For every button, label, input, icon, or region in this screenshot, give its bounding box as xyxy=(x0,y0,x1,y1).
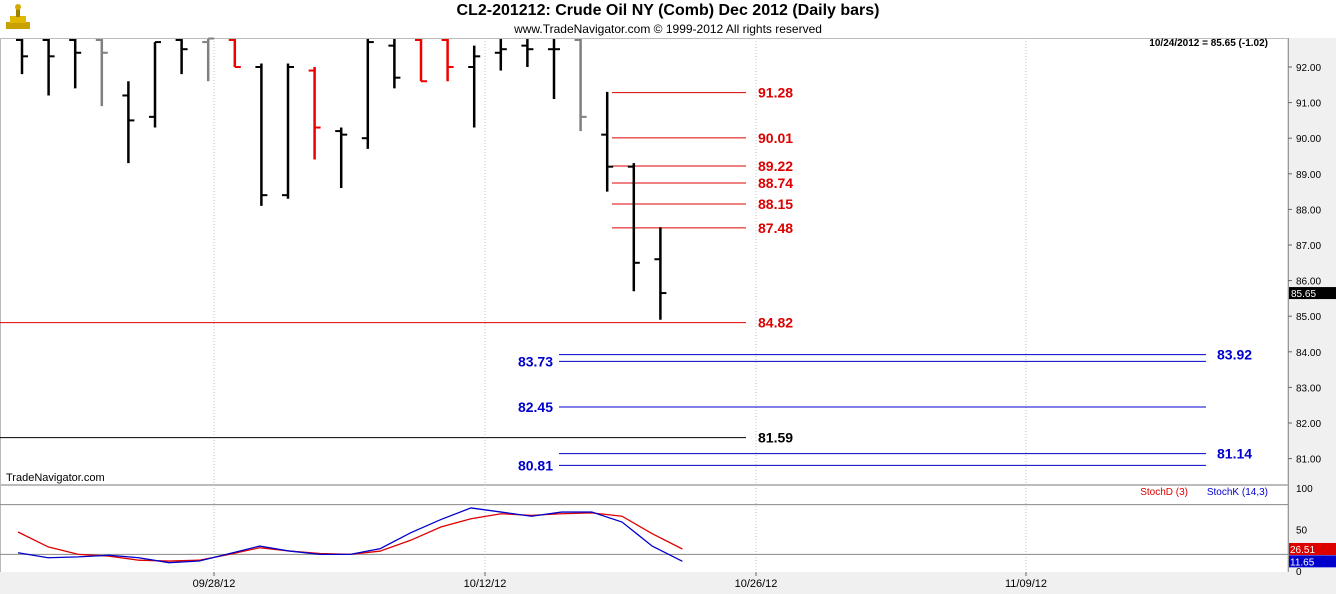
ship-wheel-icon xyxy=(4,2,32,37)
projection-label: 82.45 xyxy=(518,399,553,415)
stoch-y-tick-label: 50 xyxy=(1296,526,1308,537)
y-tick-label: 82.00 xyxy=(1296,419,1321,430)
y-tick-label: 84.00 xyxy=(1296,348,1321,359)
y-tick-label: 89.00 xyxy=(1296,170,1321,181)
level-label: 88.15 xyxy=(758,196,793,212)
price-panel xyxy=(0,38,1289,485)
projection-label: 80.81 xyxy=(518,457,553,473)
x-tick-label: 10/26/12 xyxy=(735,578,778,590)
current-price-label: 85.65 xyxy=(1291,289,1316,300)
level-label: 91.28 xyxy=(758,85,793,101)
chart-title: CL2-201212: Crude Oil NY (Comb) Dec 2012… xyxy=(456,2,880,19)
watermark-text: TradeNavigator.com xyxy=(6,472,105,484)
x-tick-label: 09/28/12 xyxy=(193,578,236,590)
level-label: 89.22 xyxy=(758,158,793,174)
stoch-series-line xyxy=(17,507,683,564)
level-label: 87.48 xyxy=(758,220,793,236)
level-label: 88.74 xyxy=(758,175,793,191)
x-tick-label: 10/12/12 xyxy=(464,578,507,590)
level-label: 81.59 xyxy=(758,430,793,446)
y-tick-label: 87.00 xyxy=(1296,241,1321,252)
y-tick-label: 90.00 xyxy=(1296,134,1321,145)
projection-label: 81.14 xyxy=(1217,446,1252,462)
last-price-readout: 10/24/2012 = 85.65 (-1.02) xyxy=(1149,38,1268,49)
y-tick-label: 92.00 xyxy=(1296,63,1321,74)
y-tick-label: 91.00 xyxy=(1296,99,1321,110)
legend-stochk: StochK (14,3) xyxy=(1207,487,1268,498)
y-tick-label: 86.00 xyxy=(1296,277,1321,288)
stoch-value-tag xyxy=(1289,542,1336,555)
y-tick-label: 83.00 xyxy=(1296,383,1321,394)
copyright-notice: www.TradeNavigator.com © 1999-2012 All r… xyxy=(514,22,822,36)
level-label: 84.82 xyxy=(758,315,793,331)
y-tick-label: 88.00 xyxy=(1296,205,1321,216)
x-tick-label: 11/09/12 xyxy=(1005,578,1047,590)
legend-stochd: StochD (3) xyxy=(1140,487,1188,498)
y-tick-label: 85.00 xyxy=(1296,312,1321,323)
stoch-y-tick-label: 0 xyxy=(1296,567,1302,578)
stoch-value-label: 26.51 xyxy=(1290,545,1315,556)
y-axis-band xyxy=(1288,38,1336,572)
chart-header: CL2-201212: Crude Oil NY (Comb) Dec 2012… xyxy=(0,0,1336,38)
current-price-tag xyxy=(1289,287,1336,300)
stoch-value-label: 11.65 xyxy=(1290,557,1315,568)
stoch-value-tag xyxy=(1289,555,1336,568)
level-label: 90.01 xyxy=(758,130,793,146)
x-axis-band xyxy=(0,572,1336,594)
stoch-y-tick-label: 100 xyxy=(1296,484,1313,495)
y-tick-label: 81.00 xyxy=(1296,455,1321,466)
projection-label: 83.92 xyxy=(1217,347,1252,363)
projection-label: 83.73 xyxy=(518,353,553,369)
